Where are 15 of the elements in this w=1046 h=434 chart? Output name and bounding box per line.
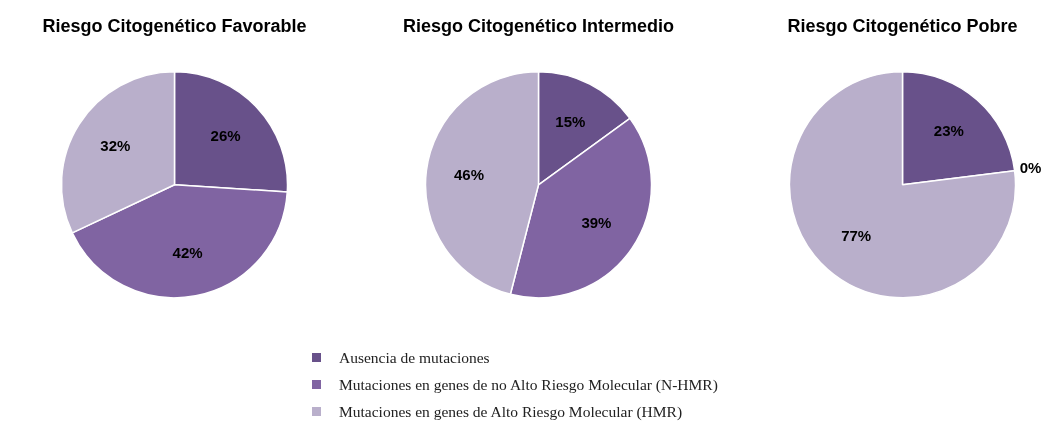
legend-label: Mutaciones en genes de no Alto Riesgo Molecular (N-HMR) (339, 375, 718, 395)
data-label: 32% (100, 137, 131, 155)
chart-title: Riesgo Citogenético Intermedio (402, 15, 675, 36)
data-label: 15% (555, 112, 586, 130)
legend-label: Ausencia de mutaciones (339, 348, 490, 368)
legend-label: Mutaciones en genes de Alto Riesgo Molecular (HMR) (339, 402, 683, 422)
data-label: 42% (172, 243, 203, 261)
chart-title: Riesgo Citogenético Favorable (42, 15, 307, 36)
data-label: 46% (453, 166, 485, 184)
text: 0% (1019, 158, 1042, 176)
data-label: 77% (841, 227, 872, 245)
data-label: 23% (933, 122, 964, 140)
data-label: 26% (210, 126, 241, 144)
data-label: 39% (581, 214, 612, 232)
chart-title: Riesgo Citogenético Pobre (787, 15, 1018, 36)
